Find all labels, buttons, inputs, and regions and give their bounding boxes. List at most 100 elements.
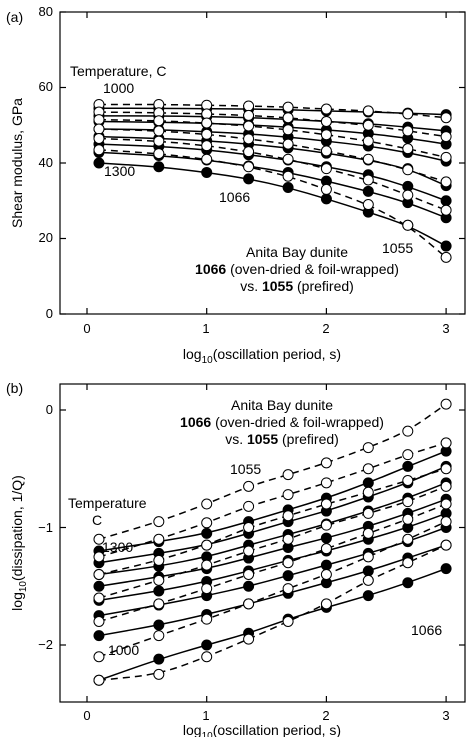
series-12-point-1 bbox=[153, 598, 165, 610]
a-ytick-0: 0 bbox=[46, 306, 53, 321]
series-11-point-7 bbox=[402, 164, 414, 176]
series-10-point-2 bbox=[201, 117, 213, 129]
series-11-point-5 bbox=[320, 145, 332, 157]
series-9-point-7 bbox=[402, 125, 414, 137]
panel-a: (a) 0 20 40 60 80 0 1 2 3 log10(oscillat… bbox=[6, 4, 466, 366]
panel-b-ticks bbox=[60, 384, 465, 702]
series-6-line bbox=[98, 151, 447, 219]
series-13-point-1 bbox=[153, 630, 165, 642]
series-14-point-2 bbox=[201, 651, 213, 663]
series-10-line bbox=[98, 468, 447, 576]
b-xtick-2: 2 bbox=[322, 708, 329, 723]
series-14-point-3 bbox=[243, 633, 255, 645]
series-9-point-4 bbox=[282, 112, 294, 124]
series-8-point-3 bbox=[243, 100, 255, 112]
series-11-point-0 bbox=[93, 123, 105, 135]
series-13-point-2 bbox=[201, 153, 213, 165]
a-temp-1000-label: 1000 bbox=[103, 80, 134, 96]
series-7-point-4 bbox=[282, 182, 294, 194]
series-14-point-7 bbox=[402, 557, 414, 569]
series-10-point-5 bbox=[320, 129, 332, 141]
a-temperature-title: Temperature, C bbox=[70, 63, 166, 79]
series-0-line bbox=[98, 107, 447, 116]
b-temperature-line-1: Temperature bbox=[68, 495, 147, 511]
series-0-point-6 bbox=[362, 477, 374, 489]
series-8-point-7 bbox=[402, 108, 414, 120]
series-10-point-0 bbox=[93, 114, 105, 126]
b-label-1055: 1055 bbox=[230, 461, 261, 477]
series-14-point-8 bbox=[440, 539, 452, 551]
b-caption-line-1: Anita Bay dunite bbox=[231, 397, 333, 413]
series-10-point-4 bbox=[282, 124, 294, 136]
series-0-point-2 bbox=[201, 527, 213, 539]
series-8-point-2 bbox=[201, 498, 213, 510]
series-12-point-6 bbox=[362, 527, 374, 539]
series-11-point-1 bbox=[153, 125, 165, 137]
series-9-point-5 bbox=[320, 115, 332, 127]
series-13-point-4 bbox=[282, 583, 294, 595]
b-caption-line-3: vs. 1055 (prefired) bbox=[225, 431, 339, 447]
series-12-point-2 bbox=[201, 140, 213, 152]
series-13-line bbox=[98, 520, 447, 658]
a-xtick-0: 0 bbox=[83, 321, 90, 336]
series-10-point-7 bbox=[402, 143, 414, 155]
series-13-point-2 bbox=[201, 613, 213, 625]
series-8-point-1 bbox=[153, 516, 165, 528]
panel-a-y-axis-label: Shear modulus, GPa bbox=[9, 98, 25, 228]
series-lines bbox=[98, 403, 447, 681]
series-11-point-6 bbox=[362, 153, 374, 165]
a-xtick-3: 3 bbox=[442, 321, 449, 336]
series-9-point-8 bbox=[440, 131, 452, 143]
b-temp-1300-label: 1300 bbox=[102, 539, 133, 555]
series-7-point-2 bbox=[201, 166, 213, 178]
series-1-line bbox=[98, 465, 447, 564]
panel-a-ticks bbox=[60, 11, 465, 315]
series-10-point-6 bbox=[362, 135, 374, 147]
panel-b-plot-area bbox=[93, 398, 452, 686]
b-ytick-neg2: −2 bbox=[38, 637, 53, 652]
series-8-point-7 bbox=[402, 425, 414, 437]
panel-b-label: (b) bbox=[6, 380, 23, 396]
series-11-point-2 bbox=[201, 128, 213, 140]
series-5-line bbox=[98, 143, 447, 202]
series-12-line bbox=[98, 137, 447, 211]
series-14-point-5 bbox=[320, 598, 332, 610]
series-9-point-5 bbox=[320, 477, 332, 489]
series-7-point-5 bbox=[320, 193, 332, 205]
series-8-point-5 bbox=[320, 457, 332, 469]
series-13-point-7 bbox=[402, 219, 414, 231]
panel-a-annotations: Temperature, C 1000 1300 1066 1055 Anita… bbox=[70, 63, 413, 294]
series-14-line bbox=[98, 544, 447, 681]
series-5-point-3 bbox=[243, 580, 255, 592]
series-7-point-0 bbox=[93, 157, 105, 169]
series-3-line bbox=[98, 498, 447, 587]
panel-a-y-tick-labels: 0 20 40 60 80 bbox=[39, 4, 53, 321]
b-label-1066: 1066 bbox=[411, 622, 442, 638]
series-13-point-3 bbox=[243, 161, 255, 173]
b-ytick-neg1: −1 bbox=[38, 520, 53, 535]
series-10-point-6 bbox=[362, 486, 374, 498]
series-3-line bbox=[98, 128, 447, 162]
series-12-line bbox=[98, 503, 447, 623]
series-10-point-3 bbox=[243, 120, 255, 132]
series-8-point-8 bbox=[440, 398, 452, 410]
a-ytick-80: 80 bbox=[39, 4, 53, 19]
series-13-point-3 bbox=[243, 598, 255, 610]
series-14-point-0 bbox=[93, 674, 105, 686]
a-ytick-20: 20 bbox=[39, 230, 53, 245]
series-10-line bbox=[98, 118, 447, 159]
series-11-point-5 bbox=[320, 519, 332, 531]
b-xtick-3: 3 bbox=[442, 708, 449, 723]
series-9-point-2 bbox=[201, 517, 213, 529]
panel-a-x-axis-label: log10(oscillation period, s) bbox=[183, 346, 341, 366]
series-12-point-0 bbox=[93, 616, 105, 627]
series-13-line bbox=[98, 149, 447, 258]
series-12-point-0 bbox=[93, 132, 105, 144]
b-temp-1000-label: 1000 bbox=[108, 642, 139, 658]
series-13-point-6 bbox=[362, 199, 374, 211]
series-7-line bbox=[98, 567, 447, 681]
series-13-point-0 bbox=[93, 651, 105, 663]
series-0-line bbox=[98, 450, 447, 552]
series-9-line bbox=[98, 111, 447, 138]
series-12-point-7 bbox=[402, 189, 414, 201]
